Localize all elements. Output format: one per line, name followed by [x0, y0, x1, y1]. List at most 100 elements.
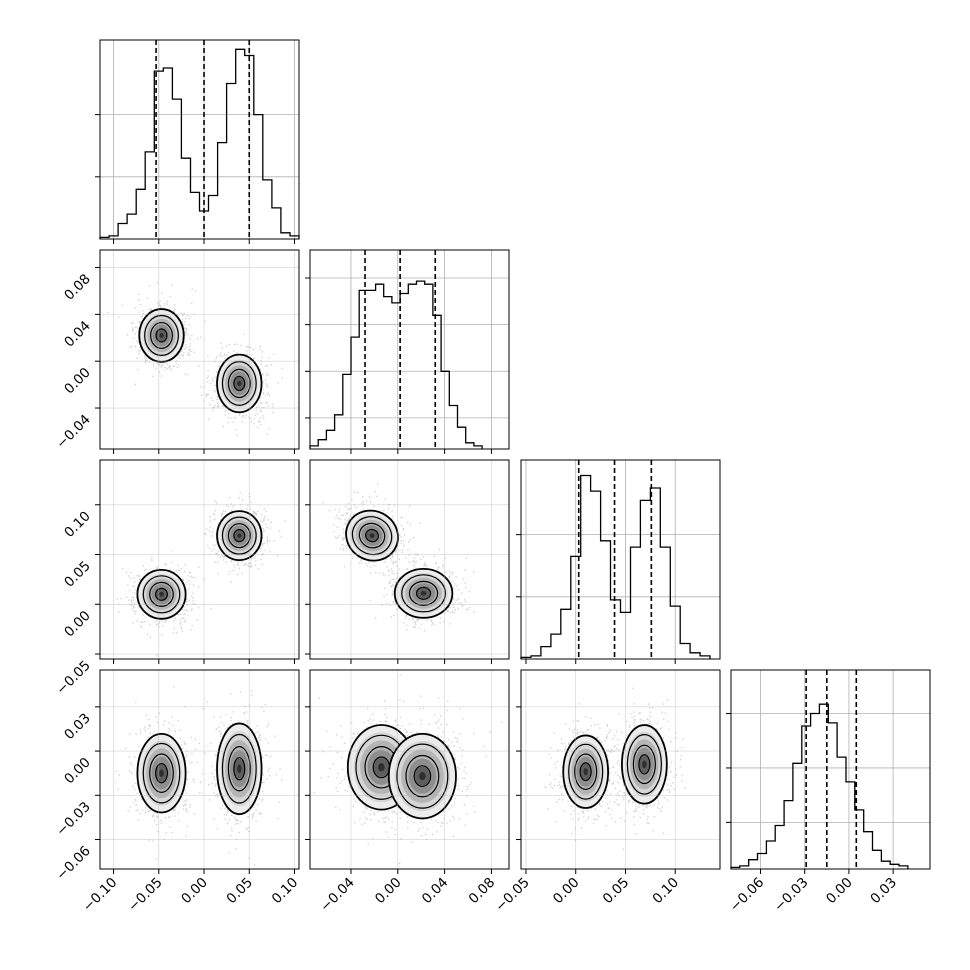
contour-line [142, 742, 181, 804]
x-tick-label: −0.06 [727, 875, 768, 916]
scatter-panel-3-0 [99, 669, 300, 870]
panel-frame [99, 669, 300, 870]
scatter-points [107, 282, 283, 436]
x-tick-label: 0.04 [419, 875, 452, 908]
contour-line [142, 575, 181, 614]
density-level [237, 764, 242, 774]
x-tick-label: −0.05 [492, 875, 533, 916]
x-tick-label: 0.10 [269, 875, 302, 908]
x-tick-label: 0.05 [224, 875, 257, 908]
x-tick-label: 0.00 [372, 875, 405, 908]
contour-line [626, 734, 662, 795]
contour-line [405, 754, 440, 798]
contour-line [155, 587, 168, 601]
y-tick-label: 0.04 [61, 318, 94, 351]
contour-line [638, 754, 651, 775]
contour-line [365, 528, 379, 543]
contour-line [136, 733, 187, 814]
x-tick-label: −0.03 [771, 875, 812, 916]
x-tick-label: −0.10 [80, 875, 121, 916]
contour-line [149, 753, 174, 793]
histogram-panel-3 [726, 669, 931, 870]
scatter-panel-1-0 [99, 249, 300, 450]
density-level [420, 590, 427, 596]
contour-line [621, 724, 668, 805]
histogram-steps [309, 280, 483, 449]
panel-frame [99, 459, 300, 660]
contour-line [345, 509, 399, 562]
contour-line [358, 522, 386, 549]
contour-line [632, 744, 656, 785]
histogram-panel-2 [516, 459, 721, 660]
contour-line [227, 368, 251, 399]
y-tick-label: −0.04 [53, 412, 94, 453]
density-level [369, 533, 375, 539]
contour-line [568, 743, 604, 800]
x-tick-label: 0.00 [178, 875, 211, 908]
y-tick-label: 0.08 [61, 271, 94, 304]
scatter-panel-2-1 [309, 459, 510, 660]
contour-line [138, 308, 185, 363]
contour-line [144, 314, 179, 357]
histogram-steps [520, 474, 711, 659]
panel-frame [730, 669, 931, 870]
histogram-panel-0 [95, 39, 300, 240]
contour-line [216, 510, 263, 561]
panel-frame [520, 459, 721, 660]
histogram-steps [99, 48, 300, 239]
panel-frame [99, 249, 300, 450]
panel-frame [309, 669, 510, 870]
histogram-panel-1 [305, 249, 510, 450]
contour-line [136, 568, 187, 620]
x-tick-label: 0.00 [550, 875, 583, 908]
y-tick-label: 0.00 [61, 608, 94, 641]
contour-line [579, 762, 592, 782]
x-tick-label: 0.03 [867, 875, 900, 908]
y-tick-label: −0.06 [53, 843, 94, 884]
y-tick-label: −0.05 [53, 658, 94, 699]
contour-line [562, 734, 610, 809]
contour-line [415, 586, 432, 600]
contour-line [149, 581, 174, 607]
contour-line [155, 328, 168, 343]
contour-line [233, 757, 246, 781]
density-level [419, 772, 426, 781]
x-tick-label: −0.05 [125, 875, 166, 916]
contour-line [396, 743, 449, 809]
density-level [237, 533, 242, 539]
histogram-steps [730, 703, 909, 869]
x-tick-label: 0.10 [649, 875, 682, 908]
density-level [159, 769, 164, 778]
panel-frame [99, 39, 300, 240]
contour-line [413, 765, 432, 788]
contour-line [227, 523, 251, 549]
contour-line [221, 516, 257, 555]
scatter-panel-inner [100, 670, 299, 869]
scatter-panel-inner [310, 460, 509, 659]
contour-line [351, 516, 393, 556]
y-tick-label: 0.03 [61, 710, 94, 743]
panel-frame [309, 249, 510, 450]
contour-line [408, 580, 439, 606]
scatter-points [322, 483, 475, 632]
contour-line [233, 529, 246, 543]
scatter-panel-inner [521, 670, 720, 869]
contour-line [227, 746, 251, 792]
x-tick-label: 0.05 [600, 875, 633, 908]
scatter-panel-inner [100, 250, 299, 449]
contour-line [155, 763, 168, 784]
contour-line [574, 753, 598, 790]
contour-line [150, 321, 173, 349]
panel-frame [520, 669, 721, 870]
density-level [583, 768, 588, 776]
scatter-panel-inner [310, 670, 509, 869]
contour-line [216, 353, 263, 414]
y-tick-label: 0.00 [61, 365, 94, 398]
x-tick-label: 0.00 [823, 875, 856, 908]
panel-frame [309, 459, 510, 660]
contour-line [216, 722, 263, 815]
scatter-panel-2-0 [99, 459, 300, 660]
density-level [642, 760, 647, 769]
contour-line [221, 361, 257, 406]
